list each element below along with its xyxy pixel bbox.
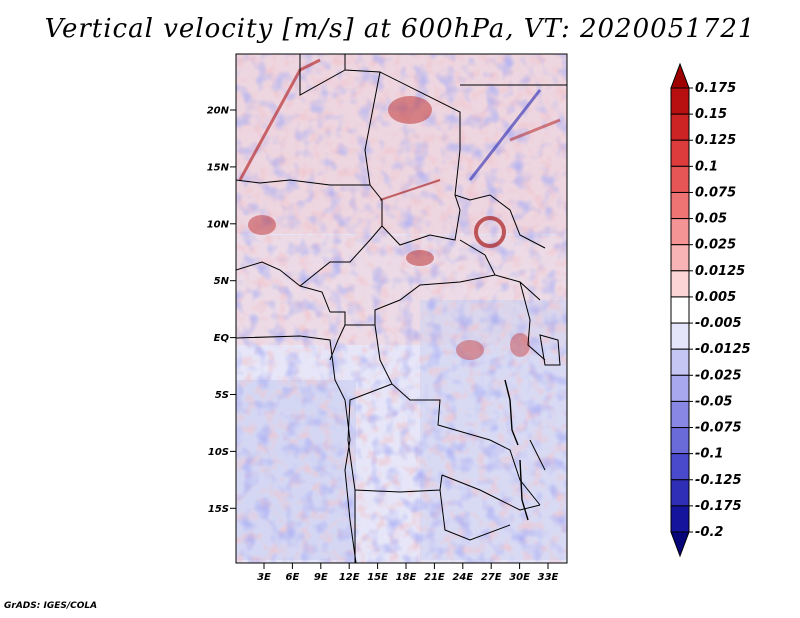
colorbar-label: -0.125: [695, 473, 742, 488]
colorbar-label: -0.075: [695, 421, 742, 436]
colorbar-segment: [670, 113, 690, 141]
lon-label: 15E: [367, 572, 388, 583]
lat-label: 20N: [207, 106, 230, 117]
colorbar-segment: [670, 87, 690, 115]
colorbar-label: 0.0125: [695, 264, 745, 279]
chart-title: Vertical velocity [m/s] at 600hPa, VT: 2…: [44, 14, 756, 44]
colorbar-label: -0.025: [695, 368, 742, 383]
colorbar-label: 0.175: [695, 81, 736, 96]
colorbar-segment: [670, 270, 690, 298]
lon-label: 30E: [509, 572, 530, 583]
colorbar-label: 0.125: [695, 133, 736, 148]
lon-label: 6E: [286, 572, 300, 583]
colorbar-segment: [670, 479, 690, 507]
colorbar-label: 0.005: [695, 290, 736, 305]
lon-label: 24E: [452, 572, 473, 583]
lon-label: 21E: [424, 572, 445, 583]
colorbar-segment: [670, 191, 690, 220]
colorbar-segment: [670, 505, 690, 533]
lon-label: 3E: [257, 572, 271, 583]
colorbar-segment: [670, 244, 690, 272]
colorbar-label: 0.025: [695, 238, 736, 253]
colorbar-label: 0.075: [695, 185, 736, 200]
grads-credit: GrADS: IGES/COLA: [4, 601, 98, 611]
lat-label: 15S: [208, 504, 229, 515]
colorbar-label: 0.05: [695, 212, 727, 227]
lat-label: 5S: [215, 390, 229, 401]
colorbar-segment: [670, 165, 690, 193]
colorbar: 0.175 0.15 0.125 0.1 0.075 0.05 0.025 0.0125 0.0…: [670, 62, 751, 558]
colorbar-top-arrow: [670, 62, 690, 89]
colorbar-label: -0.005: [695, 316, 742, 331]
colorbar-segment: [670, 374, 690, 402]
vertical-velocity-field: [236, 54, 567, 563]
lat-label: 5N: [214, 276, 230, 287]
latitude-axis: 20N 15N 10N 5N EQ 5S 10S 15S: [207, 106, 236, 515]
lat-label: 10N: [207, 219, 230, 230]
colorbar-label: -0.1: [695, 447, 723, 462]
map-frame: [235, 53, 568, 564]
lon-label: 27E: [481, 572, 502, 583]
lon-label: 33E: [538, 572, 559, 583]
lat-label: 15N: [207, 162, 230, 173]
lon-label: 18E: [396, 572, 417, 583]
colorbar-segment: [670, 139, 690, 167]
colorbar-label: 0.15: [695, 107, 727, 122]
lon-label: 9E: [314, 572, 328, 583]
colorbar-bottom-arrow: [670, 531, 690, 558]
colorbar-segment: [670, 348, 690, 376]
colorbar-segment: [670, 322, 690, 350]
lat-label: 10S: [208, 447, 229, 458]
colorbar-label: -0.05: [695, 394, 732, 409]
colorbar-segment: [670, 427, 690, 455]
colorbar-label: -0.2: [695, 525, 723, 540]
colorbar-segment: [670, 453, 690, 481]
lat-label: EQ: [214, 333, 230, 344]
colorbar-label: -0.175: [695, 499, 742, 514]
colorbar-label: -0.0125: [695, 342, 751, 357]
lon-label: 12E: [339, 572, 360, 583]
colorbar-segment: [670, 400, 690, 429]
colorbar-segment: [670, 296, 690, 324]
colorbar-segment: [670, 218, 690, 246]
colorbar-label: 0.1: [695, 159, 718, 174]
longitude-axis: 3E 6E 9E 12E 15E 18E 21E 24E 27E 30E 33E: [257, 563, 559, 583]
country-borders: [236, 54, 567, 563]
